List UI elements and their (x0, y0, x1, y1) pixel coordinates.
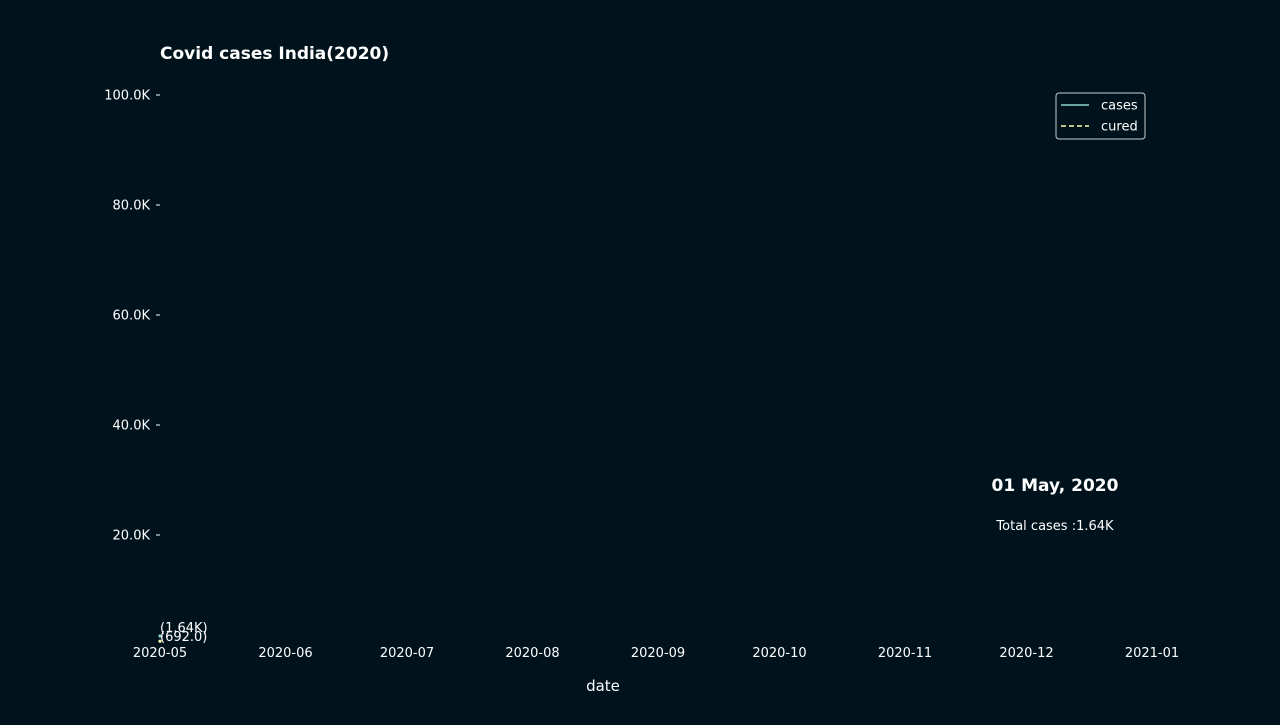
y-tick-label: 60.0K (113, 309, 151, 324)
legend: cases cured (1055, 92, 1146, 140)
chart-title: Covid cases India(2020) (160, 44, 389, 64)
x-tick-label: 2020-10 (752, 646, 806, 661)
plot-area: (1.64K)(692.0) (158, 621, 208, 645)
current-date-annotation: 01 May, 2020 (992, 476, 1119, 496)
x-tick-label: 2020-07 (380, 646, 434, 661)
y-axis: 20.0K 40.0K 60.0K 80.0K 100.0K (104, 89, 160, 544)
legend-label-cured: cured (1101, 120, 1138, 135)
data-point-cured (158, 639, 162, 643)
x-tick-label: 2020-11 (878, 646, 932, 661)
data-label-cases: (1.64K) (160, 621, 208, 636)
x-tick-label: 2020-12 (999, 646, 1053, 661)
x-tick-label: 2020-08 (505, 646, 559, 661)
y-tick-label: 20.0K (113, 529, 151, 544)
y-tick-label: 80.0K (113, 199, 151, 214)
x-axis: 2020-05 2020-06 2020-07 2020-08 2020-09 2020-… (133, 646, 1179, 661)
x-tick-label: 2021-01 (1125, 646, 1179, 661)
y-tick-label: 40.0K (113, 419, 151, 434)
legend-label-cases: cases (1101, 99, 1138, 114)
y-tick-label: 100.0K (104, 89, 150, 104)
data-point-cases (158, 634, 162, 638)
total-cases-annotation: Total cases :1.64K (995, 519, 1114, 534)
x-tick-label: 2020-06 (258, 646, 312, 661)
x-axis-label: date (586, 677, 620, 695)
x-tick-label: 2020-09 (631, 646, 685, 661)
data-label-cured: (692.0) (160, 630, 207, 645)
x-tick-label: 2020-05 (133, 646, 187, 661)
